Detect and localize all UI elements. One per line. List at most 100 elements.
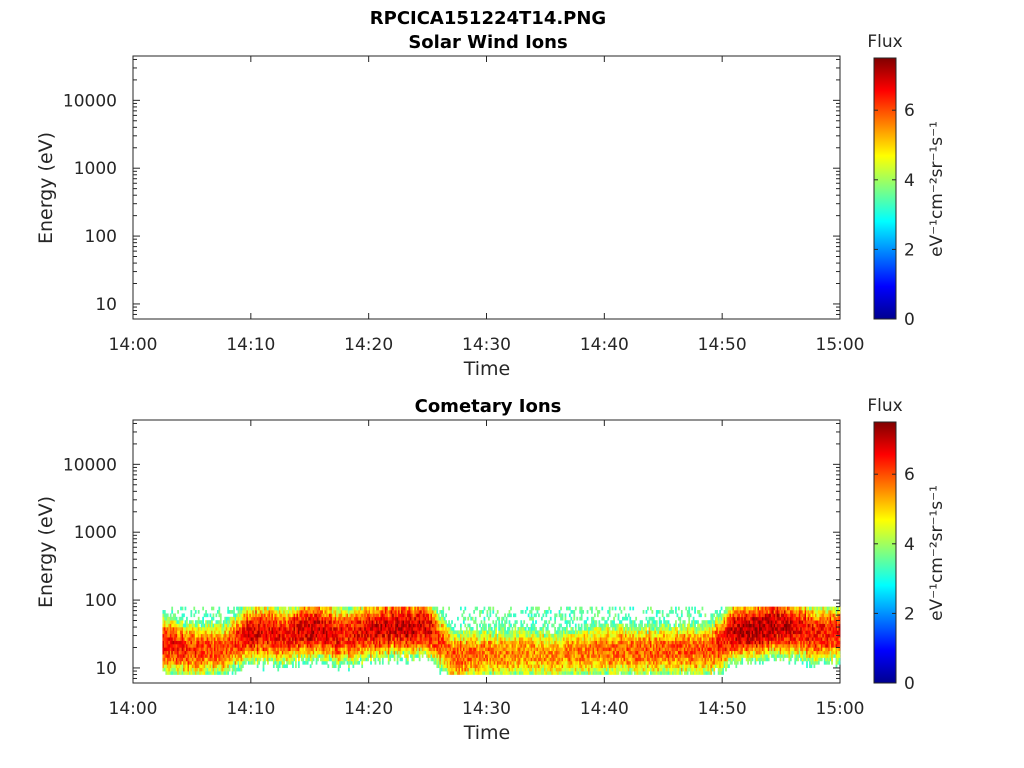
- heatmap-cell: [196, 623, 199, 628]
- heatmap-cell: [212, 650, 215, 655]
- heatmap-cell: [576, 637, 579, 641]
- heatmap-cell: [278, 637, 281, 641]
- heatmap-cell: [297, 616, 300, 621]
- heatmap-cell: [163, 620, 166, 624]
- heatmap-cell: [546, 667, 549, 672]
- heatmap-cell: [546, 623, 549, 628]
- heatmap-cell: [405, 616, 408, 621]
- heatmap-cell: [462, 671, 465, 675]
- heatmap-cell: [564, 643, 567, 648]
- heatmap-cell: [508, 664, 511, 669]
- heatmap-cell: [591, 671, 593, 675]
- heatmap-cell: [252, 637, 255, 641]
- heatmap-cell: [583, 657, 586, 662]
- heatmap-cell: [526, 650, 529, 655]
- heatmap-cell: [596, 657, 599, 662]
- heatmap-cell: [455, 671, 458, 675]
- heatmap-cell: [330, 630, 333, 635]
- heatmap-cell: [230, 623, 232, 628]
- heatmap-cell: [580, 633, 583, 638]
- heatmap-cell: [274, 627, 277, 631]
- heatmap-cell: [601, 667, 604, 672]
- heatmap-cell: [429, 633, 431, 638]
- heatmap-cell: [406, 610, 409, 614]
- heatmap-cell: [348, 660, 350, 665]
- heatmap-cell: [284, 654, 287, 658]
- heatmap-cell: [320, 643, 322, 648]
- heatmap-cell: [498, 616, 501, 621]
- heatmap-cell: [274, 610, 277, 614]
- heatmap-cell: [414, 647, 417, 652]
- heatmap-cell: [269, 630, 272, 635]
- heatmap-cell: [177, 637, 179, 641]
- heatmap-cell: [383, 633, 386, 638]
- heatmap-cell: [249, 633, 252, 638]
- heatmap-cell: [290, 620, 293, 624]
- heatmap-cell: [459, 660, 462, 665]
- heatmap-cell: [274, 620, 277, 624]
- heatmap-cell: [392, 637, 394, 641]
- heatmap-cell: [514, 654, 517, 658]
- heatmap-cell: [296, 627, 299, 631]
- heatmap-cell: [482, 647, 484, 652]
- heatmap-cell: [269, 616, 272, 621]
- heatmap-cell: [393, 613, 396, 618]
- heatmap-cell: [275, 654, 278, 658]
- heatmap-cell: [364, 610, 367, 614]
- heatmap-cell: [434, 640, 437, 645]
- heatmap-cell: [532, 627, 534, 631]
- heatmap-cell: [462, 620, 465, 624]
- heatmap-cell: [290, 606, 293, 611]
- heatmap-cell: [439, 657, 442, 662]
- heatmap-cell: [250, 623, 253, 628]
- heatmap-cell: [601, 657, 604, 662]
- heatmap-cell: [378, 630, 381, 635]
- heatmap-cell: [429, 627, 431, 631]
- heatmap-cell: [268, 606, 271, 611]
- heatmap-cell: [482, 630, 484, 635]
- heatmap-cell: [510, 637, 512, 641]
- heatmap-cell: [580, 613, 583, 618]
- heatmap-cell: [495, 671, 498, 675]
- heatmap-cell: [197, 647, 200, 652]
- heatmap-cell: [473, 640, 476, 645]
- heatmap-cell: [177, 671, 179, 675]
- heatmap-cell: [368, 643, 371, 648]
- heatmap-cell: [541, 627, 543, 631]
- heatmap-cell: [474, 616, 477, 621]
- heatmap-cell: [557, 643, 559, 648]
- heatmap-cell: [219, 623, 222, 628]
- heatmap-cell: [515, 633, 518, 638]
- heatmap-cell: [166, 640, 169, 645]
- heatmap-cell: [299, 640, 302, 645]
- heatmap-cell: [194, 643, 197, 648]
- heatmap-cell: [367, 643, 369, 648]
- heatmap-cell: [443, 647, 446, 652]
- heatmap-cell: [246, 633, 249, 638]
- heatmap-cell: [530, 667, 533, 672]
- heatmap-cell: [496, 664, 499, 669]
- heatmap-cell: [493, 657, 496, 662]
- heatmap-cell: [524, 664, 527, 669]
- heatmap-cell: [580, 640, 583, 645]
- heatmap-cell: [281, 610, 284, 614]
- heatmap-cell: [501, 647, 503, 652]
- heatmap-cell: [583, 660, 586, 665]
- heatmap-cell: [566, 657, 568, 662]
- heatmap-cell: [295, 606, 297, 611]
- heatmap-cell: [212, 627, 215, 631]
- heatmap-cell: [574, 660, 577, 665]
- heatmap-cell: [320, 654, 322, 658]
- heatmap-cell: [302, 627, 305, 631]
- heatmap-cell: [208, 640, 210, 645]
- heatmap-cell: [283, 657, 286, 662]
- heatmap-cell: [561, 613, 564, 618]
- heatmap-cell: [175, 623, 178, 628]
- heatmap-cell: [200, 660, 203, 665]
- heatmap-cell: [558, 664, 561, 669]
- heatmap-cell: [473, 647, 476, 652]
- heatmap-cell: [367, 657, 369, 662]
- heatmap-cell: [262, 627, 265, 631]
- heatmap-cell: [315, 610, 318, 614]
- heatmap-cell: [346, 633, 349, 638]
